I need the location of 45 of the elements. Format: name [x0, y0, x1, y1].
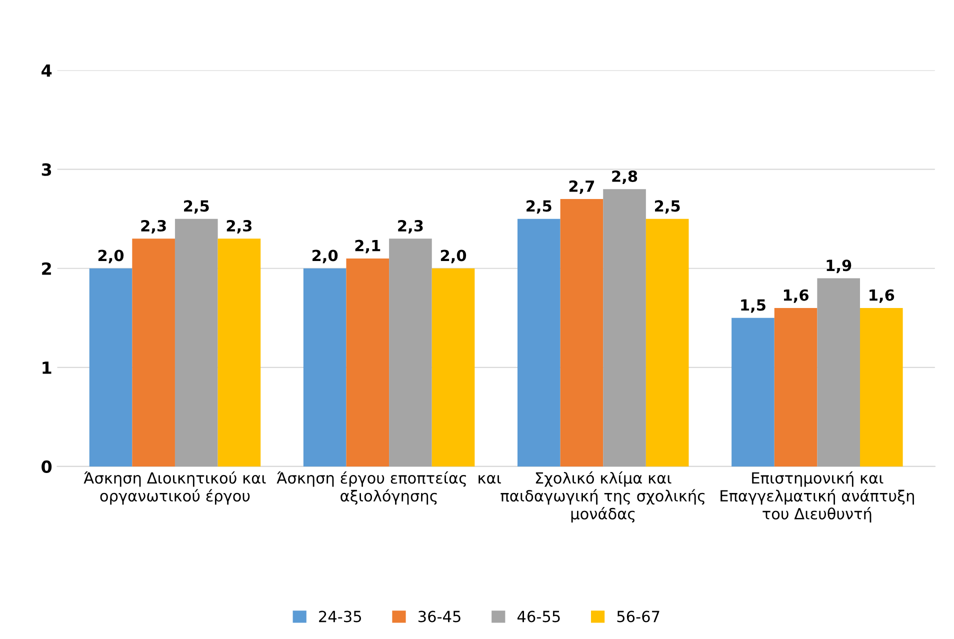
data-label: 2,1 [355, 240, 380, 254]
bar [560, 199, 604, 466]
legend-label: 46-55 [517, 610, 560, 622]
y-tick-label: 3 [42, 163, 52, 176]
bar [860, 308, 903, 466]
y-tick-label: 2 [42, 262, 51, 275]
data-label: 2,7 [569, 180, 594, 194]
x-tick-label: Άσκηση Διοικητικού και οργανωτικού έργου [84, 471, 266, 505]
data-label: 2,8 [612, 170, 638, 184]
bar [603, 189, 646, 466]
bar [517, 218, 560, 466]
legend-label: 24-35 [319, 610, 361, 622]
x-tick-label: Άσκηση έργου εποπτείας και αξιολόγησης [276, 471, 501, 505]
x-tick-label: Σχολικό κλίμα και παιδαγωγική της σχολικής μονάδας [500, 471, 705, 522]
data-label: 2,5 [655, 200, 680, 214]
data-label: 1,9 [826, 260, 852, 274]
data-label: 2,0 [98, 250, 124, 264]
y-tick-label: 4 [42, 64, 52, 77]
data-label: 2,3 [226, 220, 252, 234]
data-label: 1,5 [741, 299, 766, 313]
data-label: 2,5 [184, 200, 209, 214]
bar [132, 238, 175, 466]
bar [646, 218, 689, 466]
data-label: 2,0 [440, 250, 466, 264]
bar [303, 268, 346, 466]
y-tick-label: 0 [42, 460, 52, 474]
bar [346, 258, 390, 466]
data-label: 1,6 [870, 289, 894, 303]
y-tick-label: 1 [42, 362, 52, 374]
bar [389, 238, 432, 466]
x-tick-label: Επιστημονική και Επαγγελματική ανάπτυξη του Διευθυντή [720, 471, 914, 522]
bar [732, 318, 774, 466]
legend-label: 36-45 [418, 610, 460, 622]
data-label: 2,3 [398, 220, 423, 234]
data-label: 2,5 [526, 200, 552, 214]
data-label: 1,6 [784, 289, 808, 303]
bar [432, 268, 475, 466]
data-label: 2,0 [312, 250, 338, 264]
bar [817, 278, 860, 466]
data-label: 2,3 [141, 220, 166, 234]
bar [774, 308, 818, 466]
legend-label: 56-67 [617, 610, 660, 622]
bar [218, 238, 261, 466]
bar [89, 268, 132, 466]
bar [174, 218, 218, 466]
